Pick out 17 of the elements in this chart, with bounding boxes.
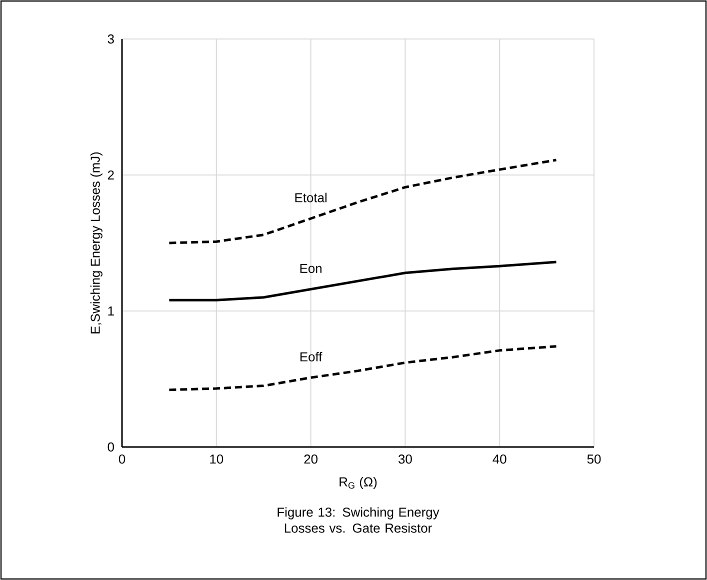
series-label: Eon — [300, 264, 322, 274]
x-tick-label: 40 — [492, 454, 506, 464]
y-tick-label: 1 — [108, 306, 114, 316]
y-tick-label: 2 — [108, 170, 114, 180]
x-tick-label: 50 — [587, 454, 601, 464]
series-label: Etotal — [295, 192, 327, 202]
x-tick-label: 20 — [304, 454, 318, 464]
x-axis-title: R$_{G}$ (Ω) — [340, 476, 377, 490]
text: Figure 13: Swiching Energy Losses vs. Gate Resistor — [278, 507, 440, 533]
line-series — [168, 345, 558, 392]
y-axis-title: E,Swiching Energy Losses (mJ) — [90, 152, 102, 334]
series-label: Eoff — [300, 352, 322, 362]
x-tick-label: 0 — [118, 454, 126, 464]
y-tick-label: 3 — [108, 34, 114, 44]
x-tick-label: 10 — [210, 454, 224, 464]
y-tick-label: 0 — [108, 442, 114, 452]
x-tick-label: 30 — [398, 454, 412, 464]
